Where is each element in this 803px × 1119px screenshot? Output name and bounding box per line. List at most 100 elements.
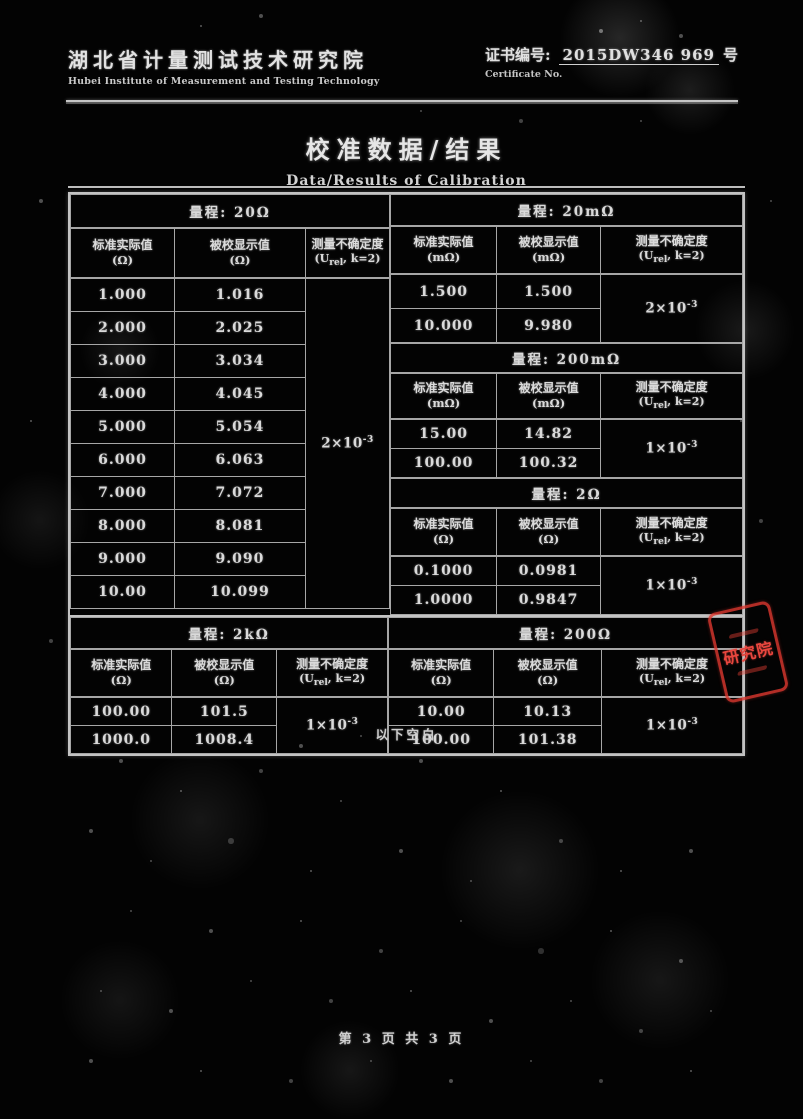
range-band-200ohm: 量程: 200Ω xyxy=(388,617,743,650)
page-subtitle: Data/Results of Calibration xyxy=(286,173,527,189)
standard-value: 1.0000 xyxy=(390,585,498,615)
displayed-value: 10.13 xyxy=(493,696,603,726)
standard-value: 10.00 xyxy=(69,575,176,609)
standard-value: 3.000 xyxy=(69,344,176,378)
table-row: 15.00 14.82 1×10-3 xyxy=(390,418,743,478)
table-row: 1.500 1.500 2×10-3 xyxy=(390,273,743,343)
certificate-suffix: 号 xyxy=(722,46,738,64)
displayed-value: 8.081 xyxy=(174,509,306,543)
col-header-uncertainty: 测量不确定度 (Urel, k=2) xyxy=(601,648,743,698)
displayed-value: 6.063 xyxy=(174,443,306,477)
standard-value: 10.00 xyxy=(388,696,495,726)
col-header-standard: 标准实际值 (Ω) xyxy=(69,227,176,279)
col-header-displayed: 被校显示值 (Ω) xyxy=(174,227,306,279)
displayed-value: 101.5 xyxy=(171,696,278,726)
displayed-value: 9.090 xyxy=(174,542,306,576)
displayed-value: 3.034 xyxy=(174,344,306,378)
table-row: 100.00 101.38 xyxy=(388,725,743,754)
letterhead-rule xyxy=(66,100,738,102)
displayed-value: 1.016 xyxy=(174,277,306,312)
range-band-20ohm: 量程: 20Ω xyxy=(69,194,391,229)
uncertainty-value: 1×10-3 xyxy=(600,418,743,478)
table-row: 100.00 100.32 xyxy=(390,448,743,478)
col-header-displayed: 被校显示值 (mΩ) xyxy=(496,372,602,420)
col-header-displayed-label: 被校显示值 xyxy=(209,238,270,253)
displayed-value: 1.500 xyxy=(496,273,602,309)
table-row: 10.00 10.099 xyxy=(69,575,390,609)
col-header-displayed: 被校显示值 (Ω) xyxy=(496,507,602,557)
certificate-label-cn: 证书编号: xyxy=(484,46,551,64)
standard-value: 100.00 xyxy=(388,725,495,754)
col-header-standard: 标准实际值 (Ω) xyxy=(69,648,173,698)
displayed-value: 10.099 xyxy=(174,575,306,609)
uncertainty-close: , k=2) xyxy=(343,251,381,265)
table-range-20mohm: 量程: 20mΩ 标准实际值 (mΩ) 被校显示值 (mΩ) 测量不确定度 (Urel… xyxy=(390,194,743,343)
uncertainty-value: 1×10-3 xyxy=(276,696,389,754)
blank-below-note: 以下空白 xyxy=(375,727,438,742)
standard-value: 9.000 xyxy=(69,542,176,576)
certificate-number: 2015DW346 969 xyxy=(558,46,719,65)
uncertainty-value: 2×10-3 xyxy=(600,273,743,343)
calibration-table: 量程: 20Ω 标准实际值 (Ω) 被校显示值 (Ω) 测量不确定度 (Urel, k… xyxy=(68,192,745,756)
displayed-value: 9.980 xyxy=(496,308,602,343)
table-range-20ohm: 量程: 20Ω 标准实际值 (Ω) 被校显示值 (Ω) 测量不确定度 (Urel, k… xyxy=(69,194,391,609)
displayed-value: 100.32 xyxy=(496,448,602,478)
col-header-uncertainty: 测量不确定度 (Urel, k=2) xyxy=(276,648,389,698)
displayed-value: 4.045 xyxy=(174,377,306,411)
table-row: 4.000 4.045 xyxy=(69,377,390,411)
col-header-standard: 标准实际值 (Ω) xyxy=(390,507,498,557)
standard-value: 100.00 xyxy=(390,448,498,478)
uncertainty-open: (U xyxy=(314,251,330,265)
institute-name-en: Hubei Institute of Measurement and Testi… xyxy=(68,76,380,87)
institute-block: 湖北省计量测试技术研究院 Hubei Institute of Measurem… xyxy=(68,44,380,87)
standard-value: 8.000 xyxy=(69,509,176,543)
table-row: 1.0000 0.9847 xyxy=(390,585,743,615)
displayed-value: 14.82 xyxy=(496,418,602,449)
col-header-standard: 标准实际值 (mΩ) xyxy=(390,372,498,420)
displayed-value: 0.0981 xyxy=(496,555,602,586)
col-header-standard-label: 标准实际值 xyxy=(92,238,153,253)
col-header-uncertainty: 测量不确定度 (Urel, k=2) xyxy=(600,507,743,557)
page-title: 校准数据/结果 xyxy=(305,135,508,164)
page-number-footer: 第 3 页 共 3 页 xyxy=(338,1032,465,1047)
table-row: 5.000 5.054 xyxy=(69,410,390,444)
col-header-uncertainty: 测量不确定度 (Urel, k=2) xyxy=(304,227,391,279)
table-top-rule xyxy=(68,186,745,188)
range-band-20mohm: 量程: 20mΩ xyxy=(390,194,743,227)
table-row: 10.00 10.13 1×10-3 xyxy=(388,696,743,754)
col-header-displayed: 被校显示值 (Ω) xyxy=(493,648,603,698)
standard-value: 10.000 xyxy=(390,308,498,343)
standard-value: 1.000 xyxy=(69,277,176,312)
col-header-standard-unit: (Ω) xyxy=(111,253,134,268)
table-row: 1000.0 1008.4 xyxy=(69,725,388,754)
standard-value: 4.000 xyxy=(69,377,176,411)
range-band-2ohm: 量程: 2Ω xyxy=(390,478,743,509)
table-row: 10.000 9.980 xyxy=(390,308,743,343)
stamp-text: 研究院 xyxy=(721,638,776,669)
standard-value: 100.00 xyxy=(69,696,173,726)
table-row: 7.000 7.072 xyxy=(69,476,390,510)
letterhead: 湖北省计量测试技术研究院 Hubei Institute of Measurem… xyxy=(68,44,738,87)
uncertainty-value: 2×10-3 xyxy=(304,277,391,609)
table-row: 9.000 9.090 xyxy=(69,542,390,576)
institute-name-cn: 湖北省计量测试技术研究院 xyxy=(68,48,368,72)
col-header-displayed: 被校显示值 (Ω) xyxy=(171,648,278,698)
stamp-fragment-bottom xyxy=(737,664,768,677)
table-range-2kohm: 量程: 2kΩ 标准实际值 (Ω) 被校显示值 (Ω) 测量不确定度 (Urel, k… xyxy=(69,617,389,754)
table-range-2ohm: 量程: 2Ω 标准实际值 (Ω) 被校显示值 (Ω) 测量不确定度 (Urel, k=… xyxy=(390,478,743,615)
displayed-value: 0.9847 xyxy=(496,585,602,615)
standard-value: 5.000 xyxy=(69,410,176,444)
displayed-value: 101.38 xyxy=(493,725,603,754)
table-row: 1.000 1.016 2×10-3 xyxy=(69,277,391,609)
uncertainty-value: 1×10-3 xyxy=(601,696,743,754)
col-header-uncertainty: 测量不确定度 (Urel, k=2) xyxy=(600,372,743,420)
table-range-200mohm: 量程: 200mΩ 标准实际值 (mΩ) 被校显示值 (mΩ) 测量不确定度 (Ure… xyxy=(390,343,743,478)
table-row: 0.1000 0.0981 1×10-3 xyxy=(390,555,743,615)
standard-value: 0.1000 xyxy=(390,555,498,586)
standard-value: 1000.0 xyxy=(69,725,173,754)
col-header-uncertainty-label: 测量不确定度 xyxy=(311,236,384,251)
displayed-value: 7.072 xyxy=(174,476,306,510)
table-row: 100.00 101.5 1×10-3 xyxy=(69,696,389,754)
scan-speckles xyxy=(0,0,2,2)
